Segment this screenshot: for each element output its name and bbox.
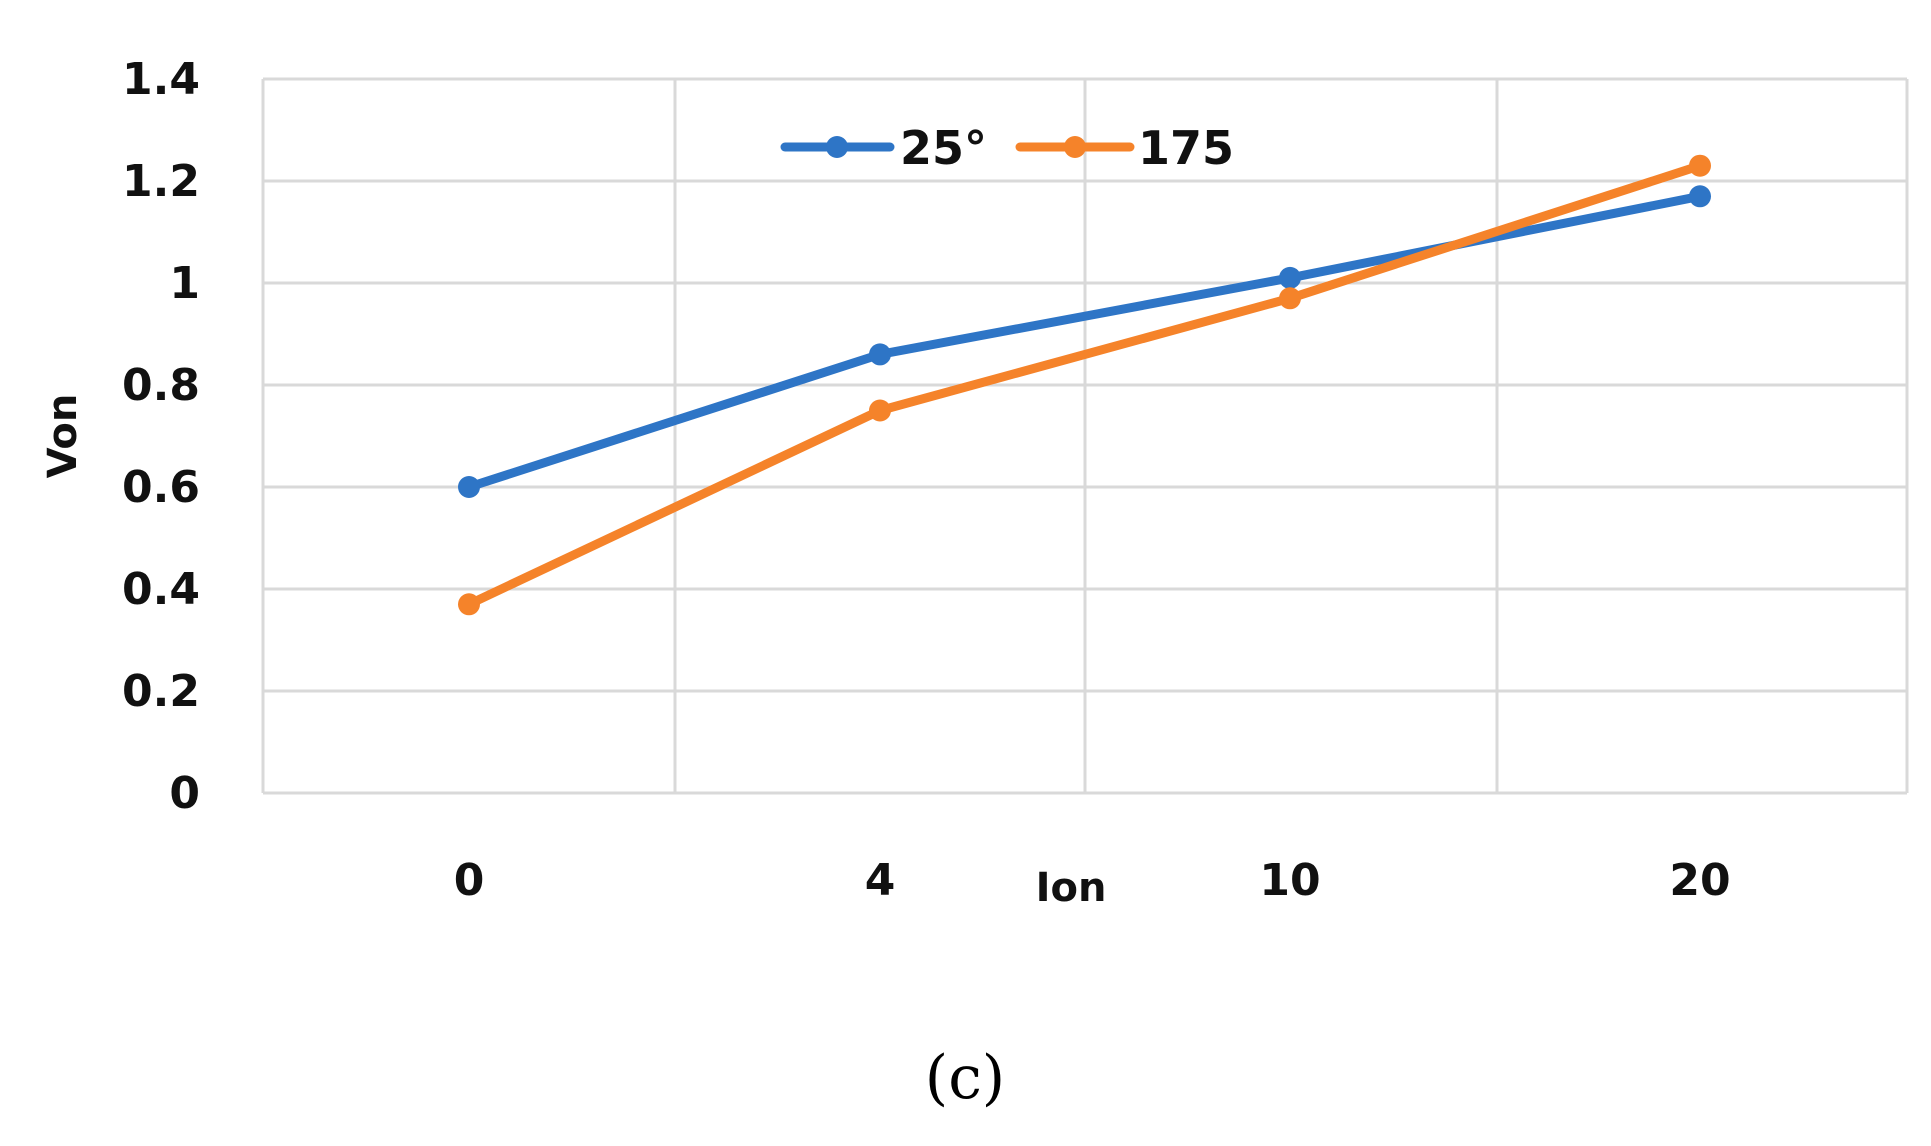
y-tick-label: 0.4 — [122, 564, 200, 615]
grid — [261, 77, 1909, 795]
y-tick-label: 1 — [169, 258, 200, 309]
y-axis-title: Von — [40, 394, 86, 479]
legend: 25° 175 — [780, 121, 1234, 175]
series-2 — [458, 154, 1711, 616]
legend-item: 175 — [1015, 121, 1234, 175]
data-point — [1279, 287, 1301, 310]
x-axis-title: Ion — [1036, 865, 1107, 911]
y-tick-label: 0.2 — [122, 666, 200, 717]
legend-label: 175 — [1138, 121, 1234, 175]
y-tick-label: 0 — [169, 768, 200, 819]
legend-marker — [826, 136, 848, 158]
y-tick-label: 1.4 — [122, 54, 200, 105]
data-point — [458, 476, 480, 498]
y-tick-label: 1.2 — [122, 156, 200, 207]
x-tick-label: 0 — [454, 855, 485, 906]
y-tick-label: 0.8 — [122, 360, 200, 411]
legend-label: 25° — [900, 121, 987, 175]
x-tick-label: 20 — [1669, 855, 1730, 906]
series-1 — [458, 185, 1711, 498]
series-lines — [458, 154, 1711, 616]
legend-marker — [1064, 136, 1086, 158]
data-point — [869, 399, 891, 422]
x-tick-label: 4 — [865, 855, 896, 906]
panel-label: (c) — [925, 1043, 1005, 1113]
data-point — [1689, 185, 1711, 208]
legend-item: 25° — [780, 121, 987, 175]
data-point — [1689, 154, 1711, 177]
y-axis-ticks: 0 0.2 0.4 0.6 0.8 1 1.2 1.4 — [122, 54, 200, 819]
data-point — [869, 343, 891, 366]
data-point — [1279, 266, 1301, 289]
x-axis-ticks: 0 4 10 20 — [454, 855, 1731, 906]
series-line — [464, 161, 1705, 609]
x-tick-label: 10 — [1259, 855, 1320, 906]
series-line — [464, 191, 1705, 492]
data-point — [458, 593, 480, 616]
y-tick-label: 0.6 — [122, 462, 200, 513]
